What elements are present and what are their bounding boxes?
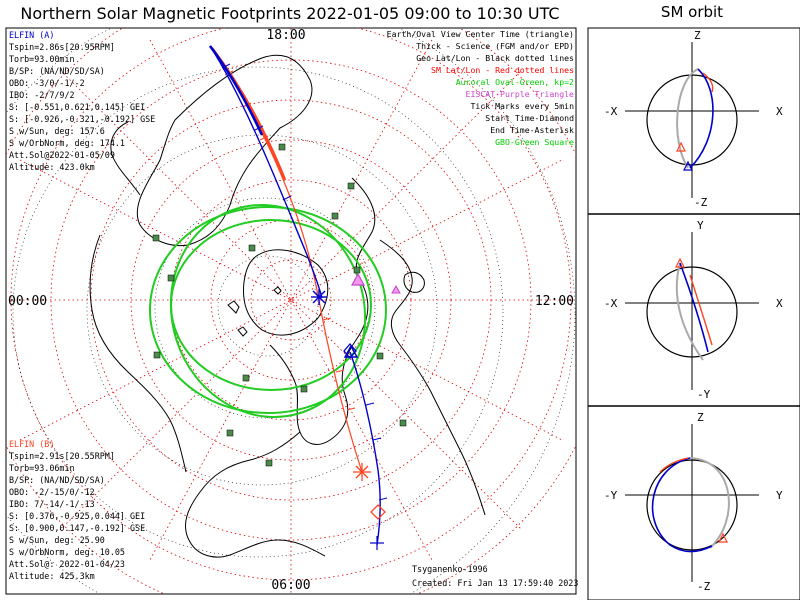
gbo-square	[265, 459, 273, 467]
axis-label-top: Y	[697, 219, 704, 232]
axis-label-left: -Y	[604, 489, 618, 502]
gbo-square	[278, 143, 286, 151]
legend-line: Earth/Oval View Center Time (triangle)	[387, 29, 574, 39]
axis-label-right: Y	[776, 489, 783, 502]
legend-line: Thick - Science (FGM and/or EPD)	[416, 41, 574, 51]
elfin-b-line: S: [0.900,0.147,-0.192] GSE	[9, 523, 145, 533]
legend-line: End Time-Asterisk	[490, 125, 574, 135]
mlt-label-right: 12:00	[535, 294, 574, 309]
mlt-labels: 18:00 00:00 12:00 06:00	[8, 28, 574, 593]
elfin-a-line: S w/OrbNorm, deg: 174.1	[9, 138, 125, 148]
elfin-b-line: Altitude: 425.3km	[9, 571, 95, 581]
legend-line: Start Time-Diamond	[485, 113, 574, 123]
elfin-b-line: B/SP: (NA/ND/SD/SA)	[9, 475, 105, 485]
elfin-a-line: OBO: -3/0/-1/-2	[9, 78, 85, 88]
gbo-square	[376, 352, 384, 360]
elfin-b-line: IBO: 7/-14/-1/-13	[9, 499, 95, 509]
gbo-square	[353, 266, 361, 274]
elfin-a-line: Altitude: 423.0km	[9, 162, 95, 172]
elfin-b-line: Att.Sol@: 2022-01-04/23	[9, 559, 125, 569]
elfin-b-track	[208, 45, 388, 550]
elfin-b-line: S: [0.376,-0.925,0.044] GEI	[9, 511, 145, 521]
elfin-b-end-asterisk	[370, 536, 384, 550]
elfin-a-line: S: [-0.926,-0.321,-0.192] GSE	[9, 114, 155, 124]
orbit-panel-xy: Y -Y -X X	[604, 219, 783, 401]
elfin-b-line: Tspin=2.91s[20.55RPM]	[9, 451, 115, 461]
elfin-a-title: ELFIN (A)	[9, 30, 54, 40]
gbo-square	[399, 419, 407, 427]
axis-label-right: X	[776, 297, 783, 310]
eiscat-triangle	[350, 272, 366, 286]
elfin-b-info: ELFIN (B) Tspin=2.91s[20.55RPM] Torb=93.…	[9, 439, 145, 581]
orbit-panel-xz: Z -Z -X X	[604, 29, 783, 209]
elfin-a-line: Tspin=2.86s[20.95RPM]	[9, 42, 115, 52]
orbit-frame	[587, 27, 800, 601]
axis-label-left: -X	[604, 297, 618, 310]
elfin-a-line: Torb=93.00min	[9, 54, 75, 64]
gbo-square	[347, 182, 355, 190]
elfin-a-line: Att.Sol@2022-01-05/09	[9, 150, 115, 160]
legend-line: GBO-Green Square	[495, 137, 574, 147]
elfin-b-line: OBO: -2/-15/0/-12	[9, 487, 95, 497]
axis-label-left: -X	[604, 105, 618, 118]
orbit-column: Z -Z -X X Y -Y -X X Z	[587, 27, 800, 601]
orbit-panel-yz: Z -Z -Y Y	[604, 411, 783, 593]
figure-title: Northern Solar Magnetic Footprints 2022-…	[20, 4, 559, 23]
legend: Earth/Oval View Center Time (triangle) T…	[387, 29, 574, 147]
legend-line: Auroral Oval-Green, kp=2	[456, 77, 574, 87]
axis-label-top: Z	[694, 29, 701, 42]
gbo-square	[226, 429, 234, 437]
elfin-a-line: S: [-0.551,0.621,0.145] GEI	[9, 102, 145, 112]
auroral-oval	[149, 204, 387, 418]
gbo-square	[152, 234, 160, 242]
gbo-square	[153, 351, 161, 359]
map-frame	[5, 27, 577, 595]
orbit-title: SM orbit	[661, 3, 723, 21]
gbo-square	[331, 212, 339, 220]
legend-line: EISCAT-Purple Triangle	[466, 89, 575, 99]
elfin-a-line: B/SP: (NA/ND/SD/SA)	[9, 66, 105, 76]
polar-map	[6, 28, 576, 594]
elfin-b-line: S w/OrbNorm, deg: 10.05	[9, 547, 125, 557]
credits: Tsyganenko-1996 Created: Fri Jan 13 17:5…	[412, 564, 578, 588]
mlt-label-bottom: 06:00	[271, 578, 310, 593]
mlt-label-top: 18:00	[266, 28, 305, 43]
elfin-a-end-asterisk	[353, 463, 371, 481]
sm-grid	[6, 28, 576, 594]
elfin-b-start-diamond	[343, 343, 357, 359]
elfin-b-line: S w/Sun, deg: 25.90	[9, 535, 105, 545]
elfin-b-line: Torb=93.06min	[9, 463, 75, 473]
legend-line: SM Lat/Lon - Red dotted lines	[431, 65, 574, 75]
gbo-square	[300, 385, 308, 393]
gbo-square	[167, 274, 175, 282]
elfin-a-info: ELFIN (A) Tspin=2.86s[20.95RPM] Torb=93.…	[9, 30, 155, 172]
gbo-square	[242, 374, 250, 382]
axis-label-bottom: -Z	[697, 580, 711, 593]
gbo-markers	[152, 143, 407, 467]
axis-label-bottom: -Z	[694, 196, 708, 209]
legend-line: Tick Marks every 5min	[470, 101, 574, 111]
elfin-a-line: IBO: -2/7/9/2	[9, 90, 75, 100]
mlt-label-left: 00:00	[8, 294, 47, 309]
legend-line: Geo Lat/Lon - Black dotted lines	[416, 53, 574, 63]
created-timestamp: Created: Fri Jan 13 17:59:40 2023	[412, 578, 578, 588]
eiscat-triangle	[391, 284, 401, 294]
gbo-square	[248, 244, 256, 252]
elfin-a-start-diamond	[370, 504, 386, 520]
model-name: Tsyganenko-1996	[412, 564, 488, 574]
elfin-b-title: ELFIN (B)	[9, 439, 54, 449]
axis-label-right: X	[776, 105, 783, 118]
axis-label-bottom: -Y	[697, 388, 711, 401]
elfin-a-line: S w/Sun, deg: 157.6	[9, 126, 105, 136]
axis-label-top: Z	[697, 411, 704, 424]
elfin-b-asterisk	[311, 289, 327, 305]
